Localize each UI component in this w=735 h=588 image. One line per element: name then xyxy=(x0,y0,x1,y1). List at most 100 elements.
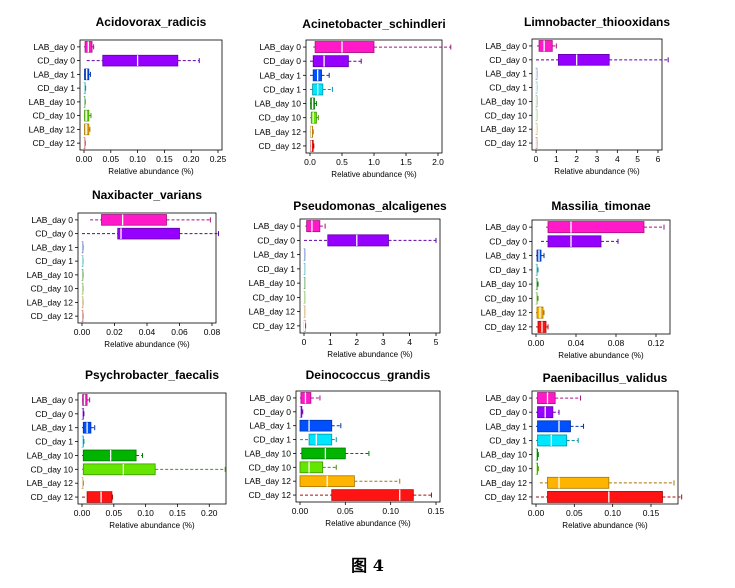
x-axis-label: Relative abundance (%) xyxy=(108,167,194,176)
x-tick-label: 0.5 xyxy=(336,157,348,167)
x-tick-label: 1.5 xyxy=(400,157,412,167)
x-tick-label: 5 xyxy=(434,337,439,347)
x-tick-label: 0.20 xyxy=(183,154,200,164)
category-label: CD_day 1 xyxy=(35,437,73,447)
category-label: CD_day 12 xyxy=(30,311,73,321)
category-label: LAB_day 10 xyxy=(481,96,528,106)
x-tick-label: 0.05 xyxy=(106,508,123,518)
x-axis-label: Relative abundance (%) xyxy=(325,519,411,528)
box xyxy=(547,476,610,489)
panel-title: Pseudomonas_alcaligenes xyxy=(293,199,447,213)
x-tick-label: 4 xyxy=(407,337,412,347)
category-label: LAB_day 1 xyxy=(249,421,291,431)
x-tick-label: 0.08 xyxy=(204,327,221,337)
category-label: LAB_day 0 xyxy=(485,222,527,232)
x-tick-label: 6 xyxy=(656,154,661,164)
x-tick-label: 0.00 xyxy=(76,154,93,164)
category-label: LAB_day 0 xyxy=(485,393,527,403)
x-tick-label: 0.15 xyxy=(643,508,660,518)
panel-title: Acidovorax_radicis xyxy=(96,15,207,29)
box xyxy=(547,235,602,248)
chart-panel-6: Massilia_timonae 0.00 0.04 0.08 0.12 Relative… xyxy=(481,199,671,360)
x-tick-label: 2 xyxy=(354,337,359,347)
category-label: CD_day 10 xyxy=(252,292,295,302)
category-label: CD_day 12 xyxy=(258,141,301,151)
x-tick-label: 0.00 xyxy=(292,506,309,516)
x-axis-label: Relative abundance (%) xyxy=(558,351,644,360)
category-label: CD_day 0 xyxy=(37,56,75,66)
chart-panel-9: Paenibacillus_validus 0.00 0.05 0.10 0.15 Rel… xyxy=(481,371,683,530)
box xyxy=(299,461,324,474)
box xyxy=(86,491,113,503)
box xyxy=(312,55,349,68)
x-tick-label: 0.00 xyxy=(74,508,91,518)
category-label: CD_day 10 xyxy=(30,284,73,294)
category-label: LAB_day 1 xyxy=(33,69,75,79)
box xyxy=(537,434,568,447)
box xyxy=(102,54,179,67)
plot-frame xyxy=(79,39,223,151)
box xyxy=(547,491,663,503)
x-tick-label: 0.20 xyxy=(201,508,218,518)
category-label: LAB_day 1 xyxy=(485,421,527,431)
x-tick-label: 0.10 xyxy=(129,154,146,164)
chart-panel-5: Pseudomonas_alcaligenes 0 1 2 3 4 5 Relative ab… xyxy=(249,199,447,359)
category-label: LAB_day 0 xyxy=(249,393,291,403)
category-label: LAB_day 10 xyxy=(481,450,528,460)
category-label: LAB_day 10 xyxy=(29,97,76,107)
x-tick-label: 0.15 xyxy=(156,154,173,164)
x-tick-label: 0.00 xyxy=(528,508,545,518)
x-tick-label: 1 xyxy=(328,337,333,347)
x-tick-label: 0.25 xyxy=(210,154,227,164)
category-label: CD_day 0 xyxy=(489,407,527,417)
figure-caption: 图 4 xyxy=(351,556,384,575)
x-axis-label: Relative abundance (%) xyxy=(554,167,640,176)
category-label: LAB_day 1 xyxy=(485,69,527,79)
x-tick-label: 2.0 xyxy=(432,157,444,167)
category-label: CD_day 12 xyxy=(484,322,527,332)
category-label: CD_day 1 xyxy=(489,83,527,93)
box xyxy=(299,419,333,432)
x-axis-label: Relative abundance (%) xyxy=(104,340,190,349)
category-label: LAB_day 0 xyxy=(485,41,527,51)
category-label: CD_day 0 xyxy=(257,235,295,245)
category-label: LAB_day 12 xyxy=(29,124,76,134)
x-tick-label: 0.15 xyxy=(169,508,186,518)
x-tick-label: 0 xyxy=(302,337,307,347)
category-label: CD_day 1 xyxy=(257,264,295,274)
x-tick-label: 2 xyxy=(574,154,579,164)
category-label: CD_day 12 xyxy=(32,138,75,148)
x-tick-label: 0.08 xyxy=(608,338,625,348)
category-label: LAB_day 12 xyxy=(249,307,296,317)
x-tick-label: 0.12 xyxy=(648,338,665,348)
panel-title: Massilia_timonae xyxy=(551,199,651,213)
category-label: LAB_day 12 xyxy=(245,476,292,486)
box xyxy=(101,214,167,226)
x-axis-label: Relative abundance (%) xyxy=(327,350,413,359)
category-label: LAB_day 0 xyxy=(31,395,73,405)
chart-panel-4: Naxibacter_varians 0.00 0.02 0.04 0.06 0.08 Re… xyxy=(27,188,221,349)
x-tick-label: 0.05 xyxy=(103,154,120,164)
x-axis-label: Relative abundance (%) xyxy=(331,170,417,179)
panel-title: Paenibacillus_validus xyxy=(543,371,668,385)
chart-panel-1: Acidovorax_radicis 0.00 0.05 0.10 0.15 0.20 0.… xyxy=(29,15,227,176)
box xyxy=(327,234,389,247)
box xyxy=(314,41,375,53)
category-label: CD_day 0 xyxy=(489,236,527,246)
category-label: LAB_day 0 xyxy=(253,221,295,231)
x-tick-label: 3 xyxy=(381,337,386,347)
box xyxy=(82,449,137,462)
category-label: CD_day 12 xyxy=(484,492,527,502)
plot-frame xyxy=(77,392,227,505)
category-label: LAB_day 0 xyxy=(31,215,73,225)
category-label: CD_day 10 xyxy=(484,110,527,120)
category-label: LAB_day 10 xyxy=(27,450,74,460)
x-tick-label: 0.0 xyxy=(304,157,316,167)
x-axis-label: Relative abundance (%) xyxy=(109,521,195,530)
category-label: LAB_day 10 xyxy=(249,278,296,288)
plot-frame xyxy=(295,390,441,503)
category-label: LAB_day 10 xyxy=(27,270,74,280)
panel-title: Naxibacter_varians xyxy=(92,188,202,202)
category-label: LAB_day 12 xyxy=(27,297,74,307)
category-label: CD_day 12 xyxy=(30,492,73,502)
